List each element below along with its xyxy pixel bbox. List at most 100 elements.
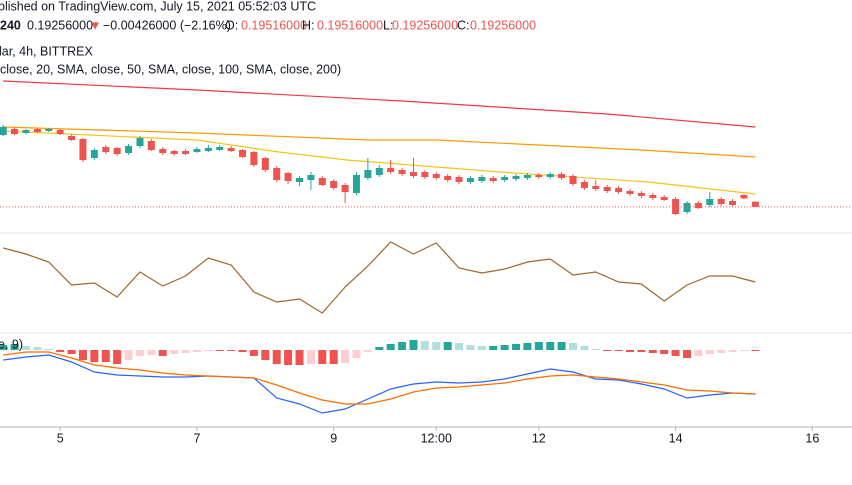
macd-histogram-bar bbox=[192, 350, 201, 352]
price-change: −0.00426000 (−2.16%) bbox=[103, 18, 231, 32]
macd-histogram-bar bbox=[443, 342, 452, 350]
macd-histogram-bar bbox=[455, 343, 464, 350]
macd-histogram-bar bbox=[284, 350, 293, 365]
sma-line bbox=[3, 126, 756, 158]
x-tick-label: 14 bbox=[669, 431, 683, 445]
macd-histogram-bar bbox=[671, 350, 680, 356]
candle-body bbox=[45, 129, 53, 131]
ohlc-value: 0.19256000 bbox=[392, 18, 458, 32]
macd-histogram-bar bbox=[546, 342, 555, 350]
candle-body bbox=[740, 195, 748, 199]
macd-histogram-bar bbox=[512, 344, 521, 350]
ohlc-label: C: bbox=[457, 18, 470, 32]
change-arrow: ▼ bbox=[89, 18, 101, 32]
candle-body bbox=[580, 182, 588, 188]
macd-histogram-bar bbox=[705, 350, 714, 354]
macd-histogram-bar bbox=[717, 350, 726, 353]
candle-body bbox=[136, 138, 144, 146]
candle-body bbox=[489, 178, 497, 181]
candle-body bbox=[421, 172, 429, 177]
candle-body bbox=[512, 176, 520, 179]
macd-histogram-bar bbox=[215, 350, 224, 351]
macd-histogram-bar bbox=[261, 350, 270, 360]
candle-body bbox=[125, 146, 133, 153]
macd-histogram-bar bbox=[204, 350, 213, 351]
candle-body bbox=[398, 170, 406, 174]
macd-histogram-bar bbox=[569, 343, 578, 350]
candle-body bbox=[637, 193, 645, 196]
macd-histogram-bar bbox=[33, 347, 42, 350]
candle-body bbox=[227, 148, 235, 151]
candle-body bbox=[295, 178, 303, 182]
candle-body bbox=[626, 191, 634, 194]
candle-body bbox=[90, 150, 98, 158]
macd-histogram-bar bbox=[56, 350, 65, 352]
macd-histogram-bar bbox=[398, 342, 407, 350]
macd-histogram-bar bbox=[249, 350, 258, 356]
candle-body bbox=[603, 187, 611, 191]
candle-body bbox=[546, 174, 554, 177]
candle-body bbox=[501, 177, 509, 180]
candle-body bbox=[170, 151, 178, 154]
macd-histogram-bar bbox=[113, 350, 122, 364]
ohlc-value: 0.19256000 bbox=[470, 18, 536, 32]
candle-body bbox=[22, 130, 30, 133]
candle-body bbox=[694, 203, 702, 208]
macd-histogram-bar bbox=[477, 346, 486, 350]
macd-histogram-bar bbox=[90, 350, 99, 362]
candle-body bbox=[33, 129, 41, 132]
candle-body bbox=[193, 149, 201, 152]
plot-area bbox=[0, 80, 852, 414]
macd-histogram-bar bbox=[363, 350, 372, 352]
macd-histogram-bar bbox=[728, 350, 737, 352]
x-tick-label: 9 bbox=[330, 431, 337, 445]
macd-histogram-bar bbox=[329, 350, 338, 364]
candle-body bbox=[284, 173, 292, 181]
candle-body bbox=[569, 176, 577, 184]
macd-histogram-bar bbox=[135, 350, 144, 356]
macd-histogram-bar bbox=[489, 346, 498, 350]
macd-histogram-bar bbox=[124, 350, 133, 360]
candle-body bbox=[455, 177, 463, 182]
ohlc-value: 0.19516000 bbox=[241, 18, 307, 32]
indicator-legend: close, 20, SMA, close, 50, SMA, close, 1… bbox=[0, 62, 341, 76]
candle-body bbox=[330, 181, 338, 188]
candle-body bbox=[683, 203, 691, 212]
candle-body bbox=[387, 168, 395, 172]
ohlc-value: 0.19516000 bbox=[317, 18, 383, 32]
macd-histogram-bar bbox=[420, 341, 429, 350]
candle-body bbox=[535, 175, 543, 177]
candle-body bbox=[478, 177, 486, 181]
macd-histogram-bar bbox=[534, 342, 543, 350]
candle-body bbox=[444, 176, 452, 180]
candle-body bbox=[558, 174, 566, 178]
candle-body bbox=[216, 147, 224, 150]
candle-body bbox=[352, 175, 360, 193]
published-note: blished on TradingView.com, July 15, 202… bbox=[0, 0, 316, 13]
candle-body bbox=[147, 141, 155, 150]
macd-histogram-bar bbox=[306, 350, 315, 364]
ohlc-label: H: bbox=[302, 18, 315, 32]
macd-histogram-bar bbox=[67, 350, 76, 354]
macd-histogram-bar bbox=[238, 350, 247, 352]
candle-body bbox=[706, 199, 714, 205]
candle-body bbox=[204, 148, 212, 151]
candle-body bbox=[409, 172, 417, 176]
candle-body bbox=[159, 149, 167, 153]
macd-histogram-bar bbox=[591, 349, 600, 350]
candle-body bbox=[0, 127, 7, 135]
candle-body bbox=[717, 199, 725, 204]
candle-body bbox=[261, 158, 269, 170]
sma-line bbox=[3, 80, 756, 128]
macd-histogram-bar bbox=[739, 350, 748, 351]
candle-body bbox=[113, 148, 121, 154]
candle-body bbox=[56, 130, 64, 134]
macd-histogram-bar bbox=[637, 350, 646, 352]
macd-histogram-bar bbox=[10, 344, 19, 350]
macd-histogram-bar bbox=[352, 350, 361, 358]
macd-histogram-bar bbox=[21, 346, 30, 350]
candle-body bbox=[751, 201, 759, 207]
macd-histogram-bar bbox=[341, 350, 350, 363]
macd-histogram-bar bbox=[295, 350, 304, 365]
x-tick-label: 5 bbox=[57, 431, 64, 445]
